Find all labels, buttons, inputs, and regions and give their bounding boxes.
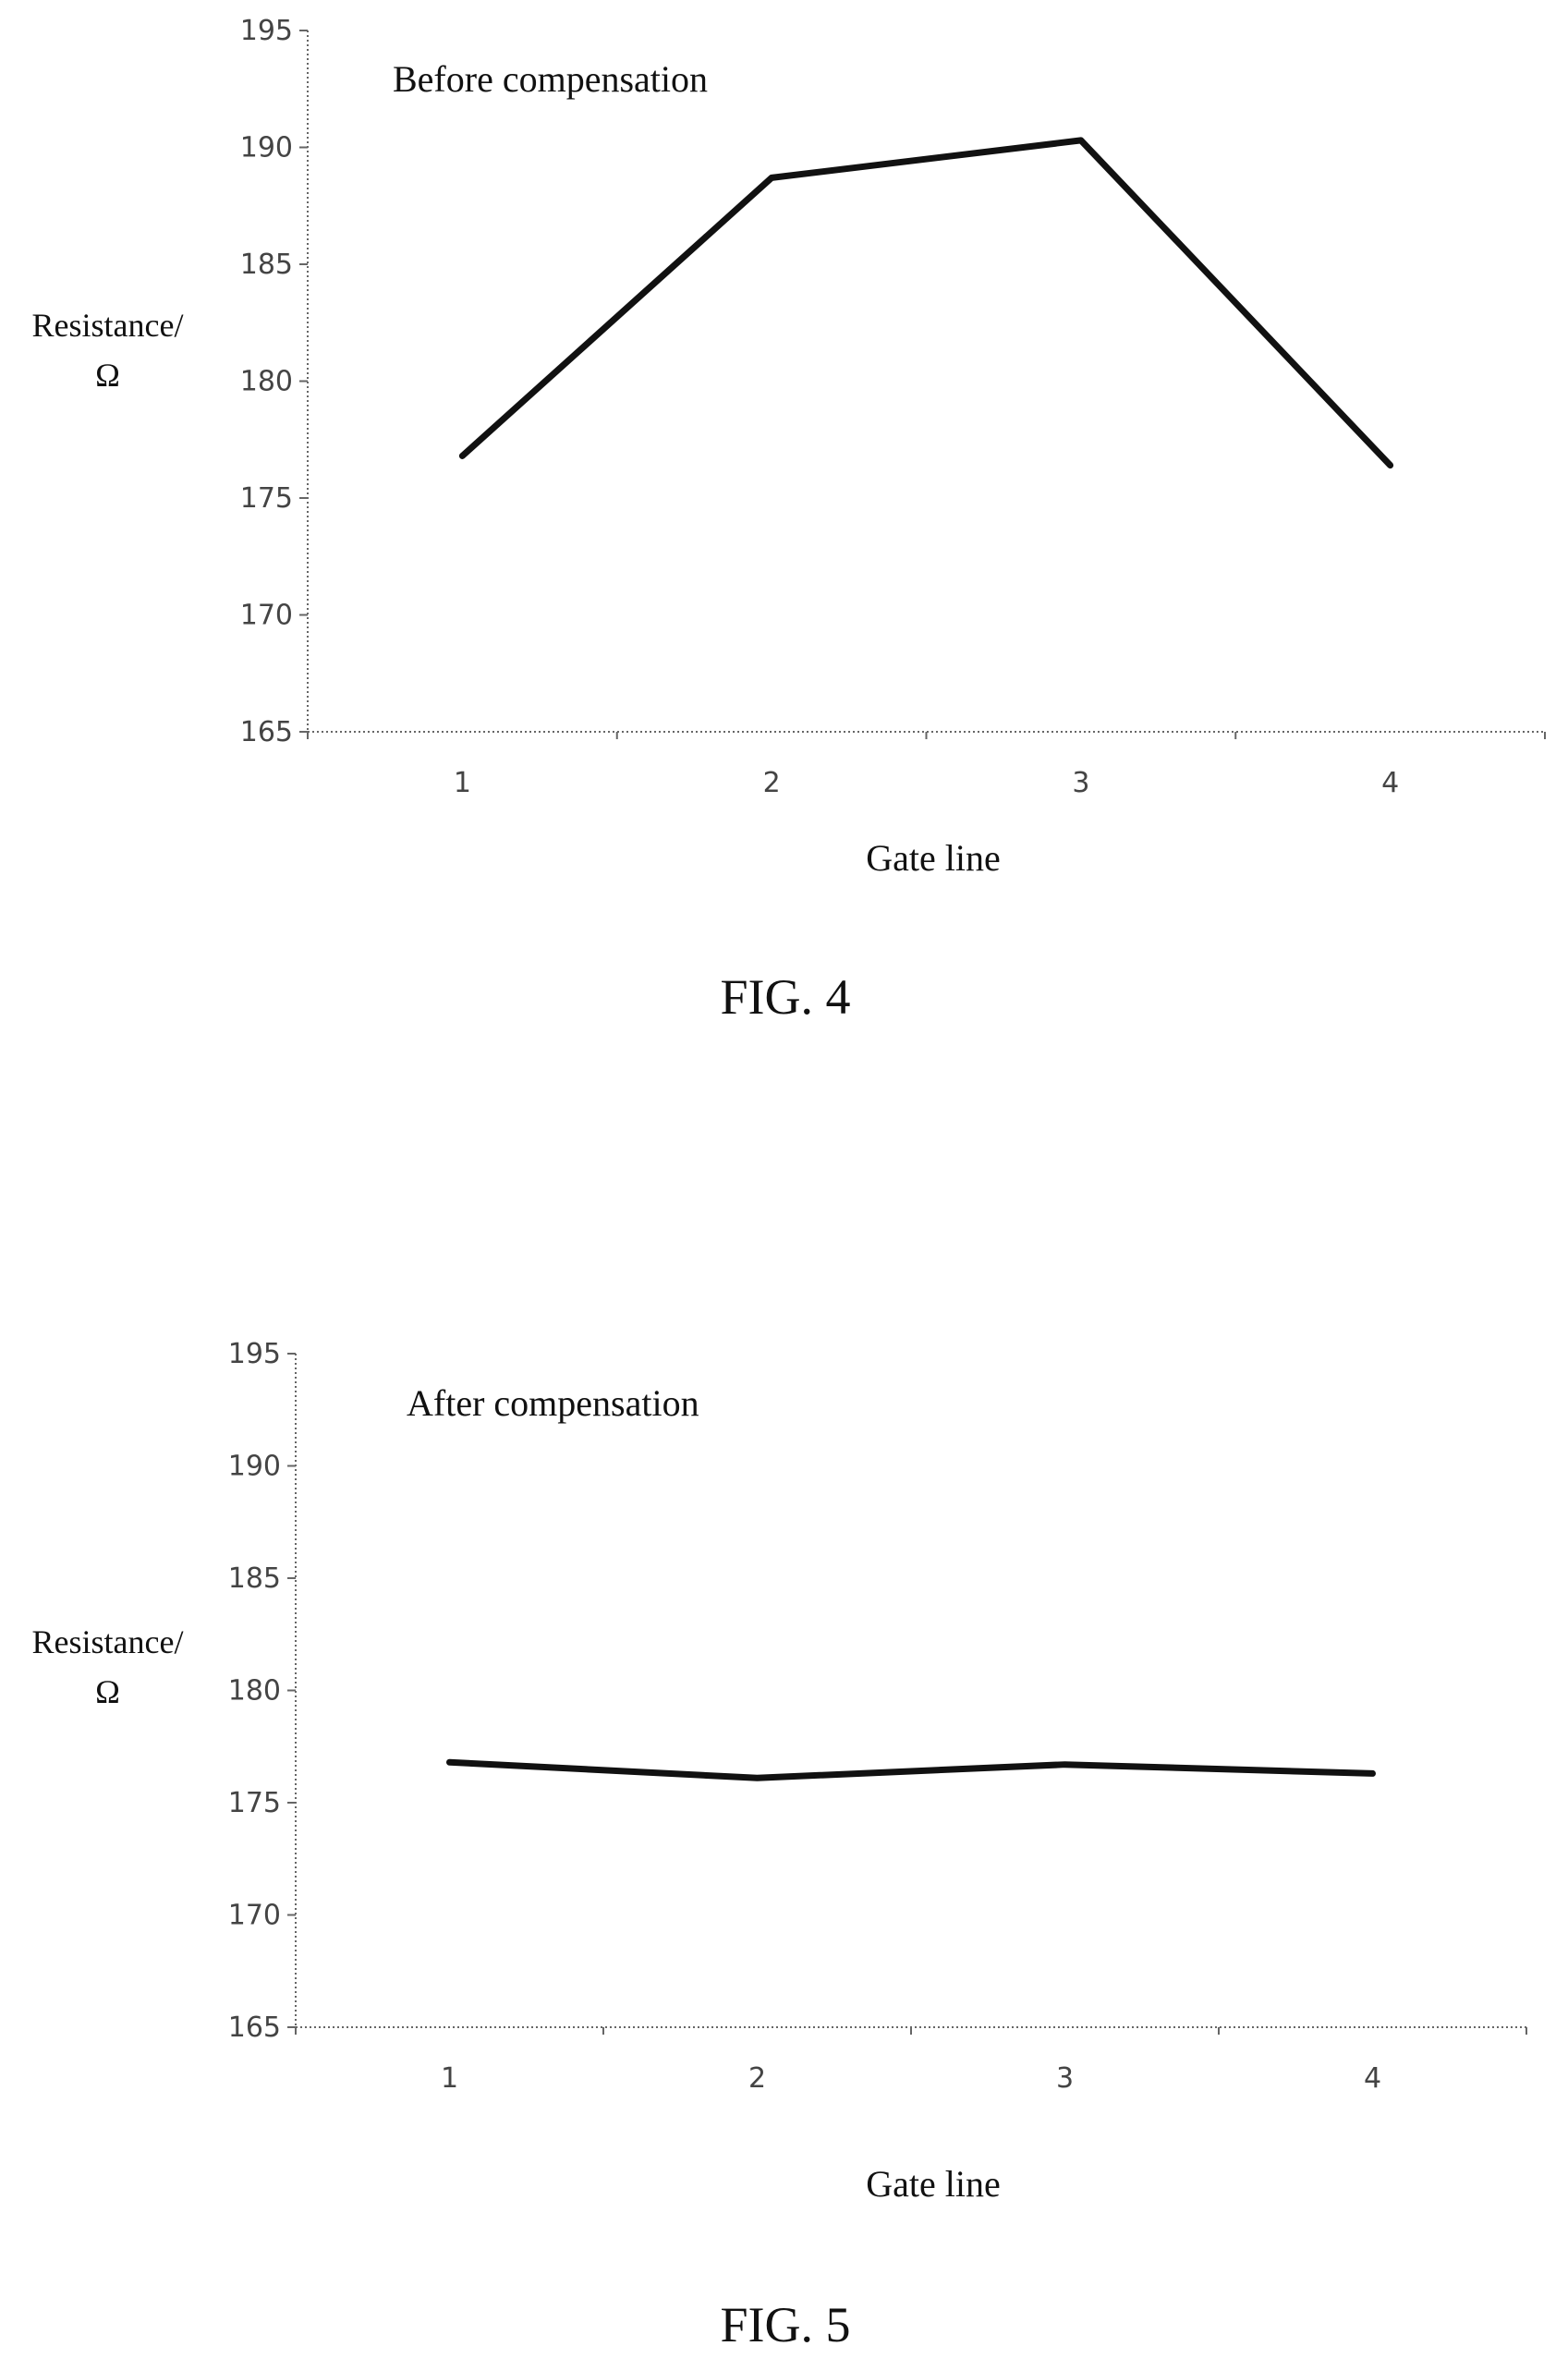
figure-caption: FIG. 4: [720, 969, 851, 1025]
x-tick-label: 1: [441, 2062, 458, 2095]
y-tick-label: 165: [228, 2012, 281, 2044]
y-axis-label: Resistance/ Ω: [13, 1617, 202, 1717]
y-tick-label: 185: [228, 1562, 281, 1595]
y-tick-label: 170: [240, 600, 293, 632]
data-point: [459, 453, 466, 459]
data-point: [1062, 1761, 1068, 1768]
data-point: [446, 1759, 453, 1766]
y-axis-label-line1: Resistance/: [31, 1623, 184, 1660]
data-point: [1387, 462, 1393, 468]
y-tick-label: 175: [240, 482, 293, 515]
y-tick-label: 180: [240, 366, 293, 398]
data-point: [769, 175, 775, 181]
x-tick-label: 4: [1364, 2062, 1381, 2095]
data-point: [1369, 1770, 1376, 1777]
x-tick-label: 2: [748, 2062, 766, 2095]
x-axis-label: Gate line: [866, 2163, 1001, 2205]
y-tick-label: 185: [240, 249, 293, 281]
chart-after-compensation: 195 190 185 180 175 170 165 1 2 3 4: [228, 1338, 1527, 2095]
y-tick-label: 190: [240, 132, 293, 164]
x-tick-label: 1: [454, 767, 471, 799]
x-axis-label: Gate line: [866, 837, 1001, 879]
annotation-before-compensation: Before compensation: [393, 58, 708, 100]
y-tick-label: 175: [228, 1787, 281, 1819]
y-axis-label: Resistance/ Ω: [13, 300, 202, 400]
figure-4: 195 190 185 180 175 170 165 1 2 3 4 Before compens…: [0, 0, 1568, 1081]
figure-caption: FIG. 5: [720, 2297, 851, 2352]
y-axis-label-line2: Ω: [95, 1673, 120, 1710]
y-tick-label: 195: [228, 1338, 281, 1370]
series-line: [458, 137, 1394, 469]
y-axis-label-line2: Ω: [95, 357, 120, 394]
data-point: [1077, 137, 1084, 143]
annotation-after-compensation: After compensation: [407, 1382, 699, 1424]
x-tick-label: 3: [1072, 767, 1089, 799]
y-tick-label: 165: [240, 716, 293, 748]
figure-5: 195 190 185 180 175 170 165 1 2 3 4 After compensa…: [0, 1312, 1568, 2358]
y-tick-label: 170: [228, 1900, 281, 1932]
x-tick-label: 2: [763, 767, 781, 799]
y-tick-label: 180: [228, 1675, 281, 1708]
data-point: [754, 1775, 760, 1781]
y-tick-label: 190: [228, 1451, 281, 1483]
y-axis-label-line1: Resistance/: [31, 307, 184, 344]
chart-before-compensation: 195 190 185 180 175 170 165 1 2 3 4: [240, 15, 1546, 799]
series-line: [446, 1758, 1376, 1781]
x-tick-label: 3: [1056, 2062, 1074, 2095]
y-tick-label: 195: [240, 15, 293, 47]
x-tick-label: 4: [1381, 767, 1399, 799]
